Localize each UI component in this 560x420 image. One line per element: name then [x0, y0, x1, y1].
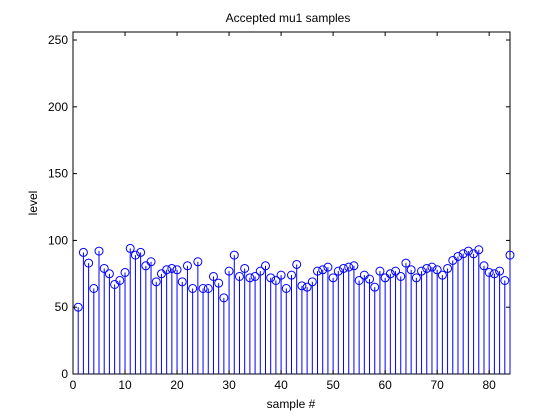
stem-marker: [125, 243, 135, 253]
stem-marker: [203, 284, 213, 293]
stem-marker: [427, 262, 437, 272]
stem-marker: [214, 278, 224, 288]
stems-layer: [73, 243, 515, 374]
stem-marker: [193, 257, 203, 267]
stem-marker: [188, 284, 198, 293]
stem-marker: [344, 262, 354, 272]
stem-marker: [266, 273, 276, 283]
stem-marker: [365, 274, 375, 284]
stem-marker: [292, 259, 302, 269]
y-tick-label: 50: [55, 300, 69, 314]
x-tick-label: 30: [222, 378, 236, 392]
stem-marker: [411, 273, 421, 283]
chart-title: Accepted mu1 samples: [226, 11, 351, 25]
stem-marker: [229, 250, 239, 260]
y-tick-label: 100: [48, 233, 68, 247]
stem-marker: [167, 263, 177, 273]
x-tick-label: 60: [378, 378, 392, 392]
stem-marker: [458, 249, 468, 259]
stem-marker: [333, 266, 343, 276]
x-tick-label: 20: [170, 378, 184, 392]
stem-marker: [422, 263, 432, 273]
stem-marker: [99, 263, 109, 273]
stem-marker: [406, 265, 416, 275]
stem-marker: [443, 263, 453, 273]
stem-marker: [130, 250, 140, 260]
stem-marker: [172, 265, 182, 275]
stem-marker: [287, 270, 296, 280]
y-tick-label: 0: [61, 367, 68, 381]
stem-marker: [78, 247, 88, 257]
x-tick-label: 50: [326, 378, 340, 392]
stem-marker: [339, 263, 349, 273]
stem-marker: [463, 246, 473, 256]
stem-marker: [302, 282, 312, 292]
stem-marker: [479, 261, 489, 271]
stem-marker: [276, 270, 286, 280]
x-tick-label: 80: [483, 378, 497, 392]
stem-marker: [432, 265, 442, 275]
stem-marker: [94, 246, 104, 256]
stem-marker: [297, 281, 307, 291]
stem-marker: [182, 261, 192, 271]
stem-marker: [151, 277, 161, 287]
stem-marker: [495, 266, 505, 276]
stem-marker: [474, 245, 484, 255]
stem-marker: [489, 269, 499, 279]
stem-marker: [260, 261, 270, 271]
stem-marker: [89, 284, 99, 293]
stem-marker: [240, 263, 250, 273]
stem-marker: [162, 265, 172, 275]
stem-marker: [84, 258, 94, 268]
stem-marker: [224, 266, 234, 276]
y-tick-label: 250: [48, 33, 68, 47]
y-tick-label: 150: [48, 167, 68, 181]
stem-marker: [115, 275, 125, 285]
stem-marker: [255, 266, 265, 276]
stem-marker: [385, 269, 395, 279]
stem-marker: [401, 258, 411, 268]
stem-marker: [245, 273, 255, 283]
stem-marker: [453, 251, 463, 261]
stem-marker: [198, 284, 208, 293]
stem-marker: [307, 277, 317, 287]
stem-marker: [313, 266, 323, 276]
stem-marker: [104, 269, 114, 279]
stem-marker: [354, 275, 364, 285]
stem-marker: [234, 271, 244, 281]
stem-marker: [136, 247, 146, 257]
stem-marker: [375, 266, 385, 276]
stem-marker: [437, 270, 447, 280]
stem-marker: [120, 267, 130, 277]
stem-marker: [484, 267, 494, 277]
x-tick-label: 10: [118, 378, 132, 392]
stem-marker: [281, 284, 291, 293]
y-tick-label: 200: [48, 100, 68, 114]
x-tick-label: 70: [430, 378, 444, 392]
stem-marker: [370, 282, 380, 292]
stem-marker: [323, 262, 333, 272]
x-axis-label: sample #: [267, 397, 316, 411]
stem-marker: [177, 277, 187, 287]
stem-marker: [505, 250, 515, 260]
y-axis-label: level: [26, 191, 40, 216]
stem-marker: [417, 266, 427, 276]
x-tick-label: 40: [274, 378, 288, 392]
stem-marker: [328, 273, 338, 283]
stem-marker: [349, 261, 359, 271]
stem-marker: [500, 275, 510, 285]
stem-marker: [146, 257, 156, 267]
stem-marker: [391, 266, 401, 276]
stem-marker: [318, 265, 328, 275]
stem-marker: [208, 271, 218, 281]
stem-marker: [271, 275, 281, 285]
x-tick-label: 0: [70, 378, 77, 392]
stem-marker: [396, 271, 406, 281]
stem-marker: [250, 271, 260, 281]
ticks-layer: 0 10 20 30 40 50 60 70 80 0 50 100 150 200 250: [48, 32, 510, 392]
stem-marker: [219, 293, 229, 303]
